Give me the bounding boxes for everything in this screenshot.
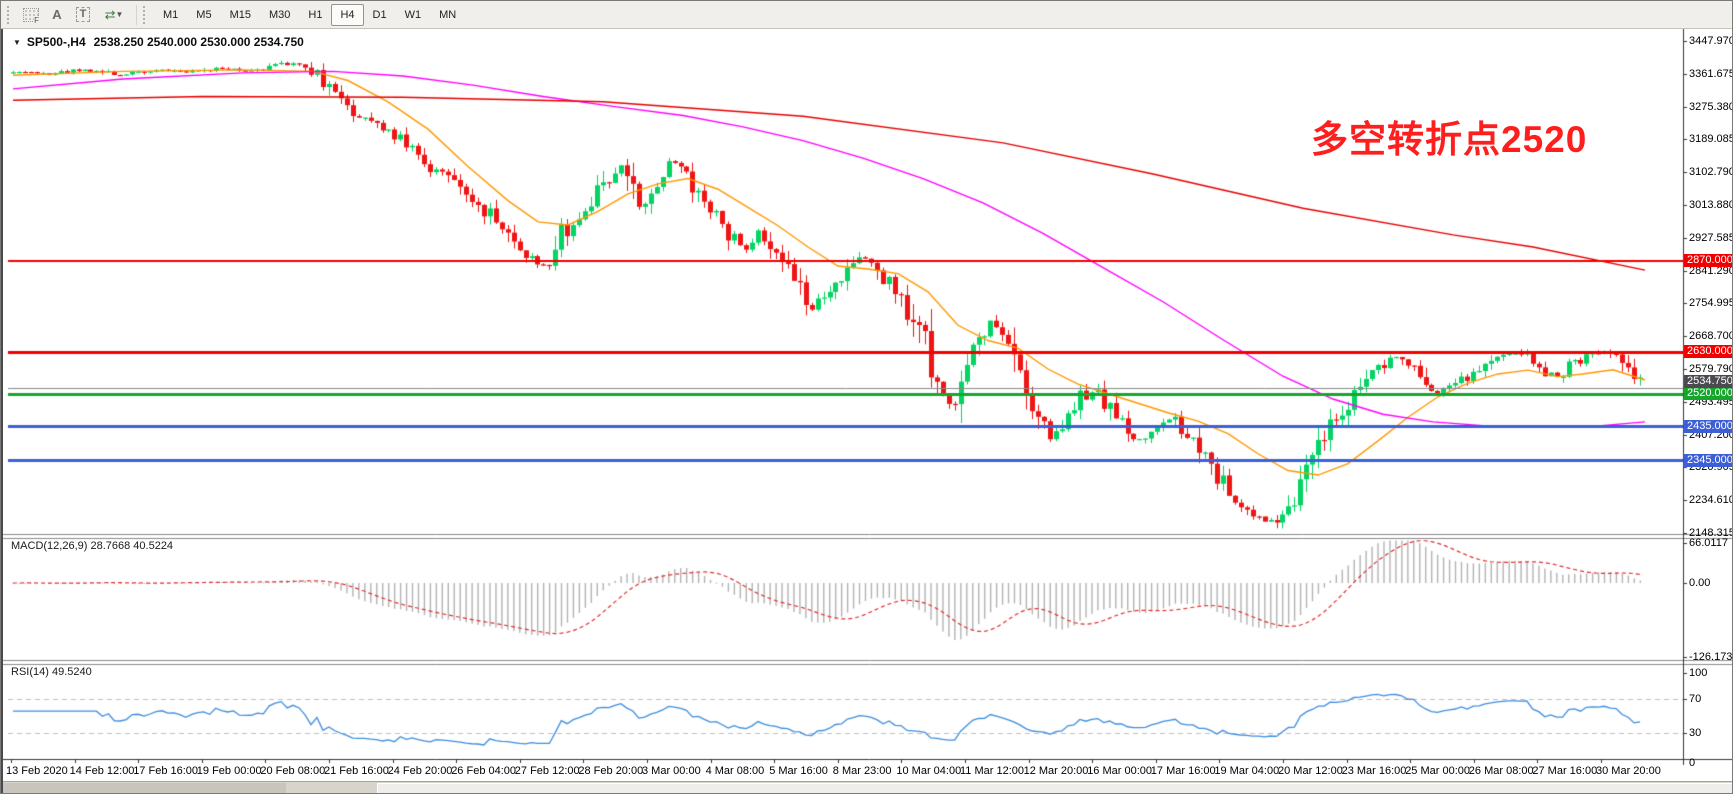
timeframe-button-mn[interactable]: MN <box>439 8 457 21</box>
price-axis-label: 2668.700 <box>1689 330 1733 343</box>
price-axis-label: 2148.315 <box>1689 527 1733 539</box>
ohlc-values: 2538.250 2540.000 2530.000 2534.750 <box>93 35 304 49</box>
time-axis-label: 19 Feb 00:00 <box>196 765 262 777</box>
dropdown-caret-icon: ▼ <box>115 10 124 19</box>
price-axis-label: 2579.790 <box>1689 363 1733 375</box>
rsi-axis-label: 0 <box>1689 757 1696 769</box>
timeframe-button-m15[interactable]: M15 <box>229 8 251 21</box>
time-axis-label: 27 Mar 16:00 <box>1532 765 1598 777</box>
time-axis-label: 11 Mar 12:00 <box>960 765 1025 777</box>
price-line-box: 2630.000 <box>1684 345 1732 359</box>
timeframe-button-d1[interactable]: D1 <box>372 8 387 21</box>
price-axis-label: 3013.880 <box>1689 199 1733 211</box>
scrollbar-thumb[interactable] <box>377 783 1732 793</box>
time-axis-label: 24 Feb 20:00 <box>387 765 453 777</box>
price-line-box: 2435.000 <box>1684 419 1732 433</box>
time-axis-label: 26 Mar 08:00 <box>1468 765 1534 777</box>
time-axis-label: 25 Mar 00:00 <box>1405 765 1471 777</box>
time-axis-label: 20 Mar 12:00 <box>1278 765 1343 777</box>
macd-axis-label: -126.173 <box>1689 651 1733 663</box>
rsi-axis-label: 30 <box>1689 727 1702 739</box>
time-axis-label: 10 Mar 04:00 <box>896 765 962 777</box>
price-axis-label: 2754.995 <box>1689 297 1733 310</box>
time-axis-label: 4 Mar 08:00 <box>705 765 765 777</box>
text-label-icon[interactable]: T <box>70 4 96 26</box>
time-axis-label: 17 Feb 16:00 <box>133 765 199 777</box>
time-axis-label: 26 Feb 04:00 <box>451 765 517 777</box>
price-axis-label: 2927.585 <box>1689 231 1733 244</box>
price-chart-canvas[interactable] <box>3 29 1732 781</box>
chart-annotation-text: 多空转折点2520 <box>1311 119 1588 160</box>
price-axis-label: 3275.380 <box>1689 100 1733 113</box>
timeframe-button-w1[interactable]: W1 <box>404 8 422 21</box>
current-price-box: 2534.750 <box>1684 375 1732 389</box>
price-axis-label: 2841.290 <box>1689 264 1733 277</box>
timeframe-button-m30[interactable]: M30 <box>268 8 291 21</box>
time-axis-label: 5 Mar 16:00 <box>769 765 828 777</box>
rsi-indicator-label: RSI(14) 49.5240 <box>11 666 92 678</box>
toolbar-grip-2[interactable] <box>143 5 148 24</box>
scrollbar-track-shade <box>3 783 286 793</box>
time-axis-label: 16 Mar 00:00 <box>1087 765 1153 777</box>
timeframe-button-m1[interactable]: M1 <box>163 8 179 21</box>
timeframe-button-m5[interactable]: M5 <box>196 8 212 21</box>
price-line-box: 2520.000 <box>1684 387 1732 401</box>
time-axis-label: 28 Feb 20:00 <box>578 765 644 777</box>
time-axis-label: 27 Feb 12:00 <box>514 765 580 777</box>
time-axis-label: 21 Feb 16:00 <box>324 765 389 777</box>
macd-axis-label: 0.00 <box>1689 577 1711 589</box>
time-axis-label: 14 Feb 12:00 <box>69 765 135 777</box>
time-axis-label: 12 Mar 20:00 <box>1023 765 1089 777</box>
timeframe-button-h1[interactable]: H1 <box>308 8 323 21</box>
time-axis-label: 19 Mar 04:00 <box>1214 765 1280 777</box>
price-line-box: 2345.000 <box>1684 453 1732 467</box>
chart-window: ▼ SP500-,H4 2538.250 2540.000 2530.000 2… <box>1 29 1733 793</box>
toolbar: F A T ⇄ ▼ M1 M5 M15 M30 H1 H4 D1 W1 MN <box>1 1 1732 29</box>
chart-grid-f-icon[interactable]: F <box>18 4 44 26</box>
horizontal-scrollbar[interactable] <box>3 781 1732 793</box>
chart-grid-f-icon-glyph: F <box>23 7 39 25</box>
chevron-down-icon[interactable]: ▼ <box>13 37 21 47</box>
timeframe-button-group: M1 M5 M15 M30 H1 H4 D1 W1 MN <box>154 3 465 26</box>
time-axis-label: 23 Mar 16:00 <box>1341 765 1407 777</box>
symbol-period-label: SP500-,H4 <box>26 35 86 49</box>
price-axis-label: 2234.610 <box>1689 494 1733 507</box>
price-axis-label: 3361.675 <box>1689 67 1733 80</box>
timeframe-button-h4[interactable]: H4 <box>331 3 364 26</box>
time-axis-label: 8 Mar 23:00 <box>832 765 892 777</box>
rsi-axis-label: 100 <box>1689 667 1708 679</box>
style-swap-icon[interactable]: ⇄ ▼ <box>104 6 124 22</box>
time-axis-label: 13 Feb 2020 <box>6 765 68 777</box>
price-line-box: 2870.000 <box>1684 254 1732 268</box>
time-axis-label: 17 Mar 16:00 <box>1150 765 1216 777</box>
price-axis-label: 3102.790 <box>1689 166 1733 179</box>
time-axis-label: 30 Mar 20:00 <box>1596 765 1661 777</box>
chart-title: ▼ SP500-,H4 2538.250 2540.000 2530.000 2… <box>13 35 304 49</box>
rsi-axis-label: 70 <box>1689 693 1702 705</box>
toolbar-separator <box>136 4 137 25</box>
macd-indicator-label: MACD(12,26,9) 28.7668 40.5224 <box>11 540 174 552</box>
cursor-a-icon[interactable]: A <box>52 7 62 22</box>
time-axis-label: 20 Feb 08:00 <box>260 765 326 777</box>
price-axis-label: 3447.970 <box>1689 35 1733 47</box>
time-axis-label: 3 Mar 00:00 <box>642 765 701 777</box>
price-axis-label: 3189.085 <box>1689 133 1733 146</box>
macd-axis-label: 66.0117 <box>1689 537 1728 549</box>
toolbar-grip[interactable] <box>7 5 12 24</box>
